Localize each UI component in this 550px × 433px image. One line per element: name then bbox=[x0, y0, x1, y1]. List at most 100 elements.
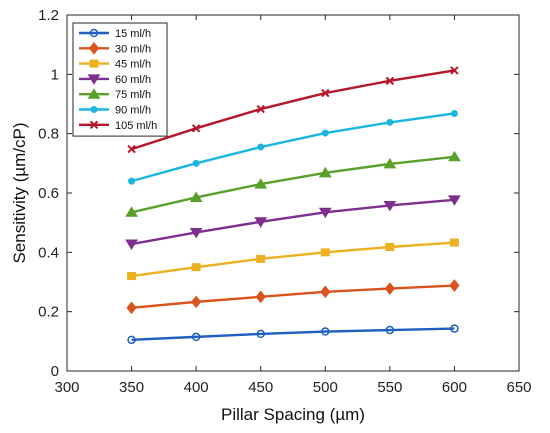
legend-label: 90 ml/h bbox=[115, 105, 151, 117]
y-tick-label: 0.4 bbox=[38, 244, 59, 261]
data-point bbox=[450, 324, 459, 333]
x-marker-stroke bbox=[89, 120, 99, 130]
legend-label: 15 ml/h bbox=[115, 28, 151, 40]
data-point bbox=[191, 124, 201, 133]
series-1 bbox=[126, 279, 460, 315]
data-point bbox=[321, 327, 330, 336]
data-point bbox=[384, 282, 396, 295]
series-layer bbox=[125, 66, 461, 345]
data-point bbox=[189, 227, 203, 239]
data-point bbox=[128, 177, 136, 185]
data-point bbox=[386, 118, 394, 126]
y-tick-label: 1 bbox=[51, 66, 59, 83]
x-tick-label: 450 bbox=[248, 379, 273, 396]
data-point bbox=[255, 290, 266, 304]
data-point bbox=[448, 150, 461, 162]
x-marker-stroke bbox=[191, 124, 201, 133]
legend-marker bbox=[90, 106, 98, 113]
series-4 bbox=[125, 150, 461, 217]
legend-label: 30 ml/h bbox=[115, 43, 151, 55]
y-tick-label: 0.2 bbox=[38, 304, 59, 321]
data-point bbox=[127, 144, 136, 154]
data-point bbox=[125, 206, 138, 217]
data-point bbox=[385, 325, 395, 335]
x-tick-label: 350 bbox=[119, 379, 144, 396]
data-point bbox=[385, 242, 395, 251]
legend-item: 75 ml/h bbox=[79, 88, 151, 101]
legend-marker bbox=[87, 74, 101, 85]
data-point bbox=[448, 195, 461, 206]
series-line bbox=[131, 327, 455, 342]
legend-marker bbox=[87, 88, 101, 99]
legend-label: 45 ml/h bbox=[115, 59, 151, 71]
legend-item: 60 ml/h bbox=[79, 74, 151, 86]
data-point bbox=[449, 238, 459, 247]
x-tick-label: 300 bbox=[54, 379, 79, 396]
data-point bbox=[450, 109, 458, 117]
x-axis-label: Pillar Spacing (µm) bbox=[221, 405, 365, 424]
x-marker-stroke bbox=[450, 66, 459, 75]
data-point bbox=[383, 200, 397, 212]
x-tick-label: 500 bbox=[313, 379, 338, 396]
data-point bbox=[127, 335, 136, 345]
legend-marker bbox=[89, 28, 99, 38]
series-line bbox=[131, 284, 455, 310]
legend-label: 75 ml/h bbox=[115, 89, 151, 101]
data-point bbox=[321, 129, 329, 137]
legend-item: 15 ml/h bbox=[79, 28, 151, 40]
legend-item: 90 ml/h bbox=[79, 105, 151, 117]
data-point bbox=[321, 88, 330, 98]
x-tick-label: 650 bbox=[506, 379, 531, 396]
data-point bbox=[256, 104, 265, 114]
x-marker-stroke bbox=[127, 144, 136, 154]
y-tick-label: 0 bbox=[51, 363, 59, 380]
data-point bbox=[191, 332, 201, 342]
y-axis-ticks: 0 0.2 0.4 0.6 0.8 1 1.2 bbox=[38, 7, 519, 380]
x-tick-label: 550 bbox=[377, 379, 402, 396]
series-6 bbox=[127, 66, 459, 154]
y-tick-label: 1.2 bbox=[38, 7, 59, 24]
legend-marker bbox=[88, 42, 100, 55]
x-marker-stroke bbox=[385, 76, 395, 86]
x-tick-label: 400 bbox=[184, 379, 209, 396]
data-point bbox=[257, 143, 265, 151]
data-point bbox=[192, 159, 200, 167]
legend-label: 105 ml/h bbox=[115, 120, 157, 132]
data-point bbox=[191, 263, 201, 272]
series-line bbox=[131, 69, 455, 151]
series-3 bbox=[125, 195, 461, 250]
legend: 15 ml/h 30 ml/h 45 ml/h 60 ml/h 75 ml/h 90 ml… bbox=[72, 22, 168, 137]
data-point bbox=[126, 301, 137, 315]
data-point bbox=[318, 207, 332, 219]
data-point bbox=[254, 178, 268, 189]
data-point bbox=[256, 254, 266, 263]
x-marker-stroke bbox=[321, 88, 330, 98]
data-point bbox=[127, 272, 137, 281]
series-0 bbox=[127, 324, 459, 345]
legend-item: 30 ml/h bbox=[79, 42, 151, 55]
y-tick-label: 0.6 bbox=[38, 185, 59, 202]
data-point bbox=[450, 66, 459, 75]
series-line bbox=[131, 112, 455, 183]
y-tick-label: 0.8 bbox=[38, 126, 59, 143]
y-axis-label: Sensitivity (µm/cP) bbox=[10, 122, 29, 263]
series-line bbox=[131, 241, 455, 278]
series-2 bbox=[127, 238, 459, 281]
legend-label: 60 ml/h bbox=[115, 74, 151, 86]
data-point bbox=[125, 239, 138, 250]
legend-marker bbox=[89, 120, 99, 130]
data-point bbox=[189, 191, 203, 202]
series-5 bbox=[128, 109, 458, 185]
data-point bbox=[449, 279, 460, 292]
x-axis-ticks: 300 350 400 450 500 550 600 650 bbox=[54, 15, 532, 396]
legend-marker bbox=[89, 59, 99, 68]
data-point bbox=[383, 157, 397, 169]
legend-item: 105 ml/h bbox=[79, 120, 157, 132]
data-point bbox=[256, 329, 265, 339]
series-line bbox=[131, 155, 455, 214]
data-point bbox=[320, 248, 330, 257]
series-line bbox=[131, 198, 455, 246]
data-point bbox=[320, 285, 331, 299]
data-point bbox=[254, 217, 268, 228]
